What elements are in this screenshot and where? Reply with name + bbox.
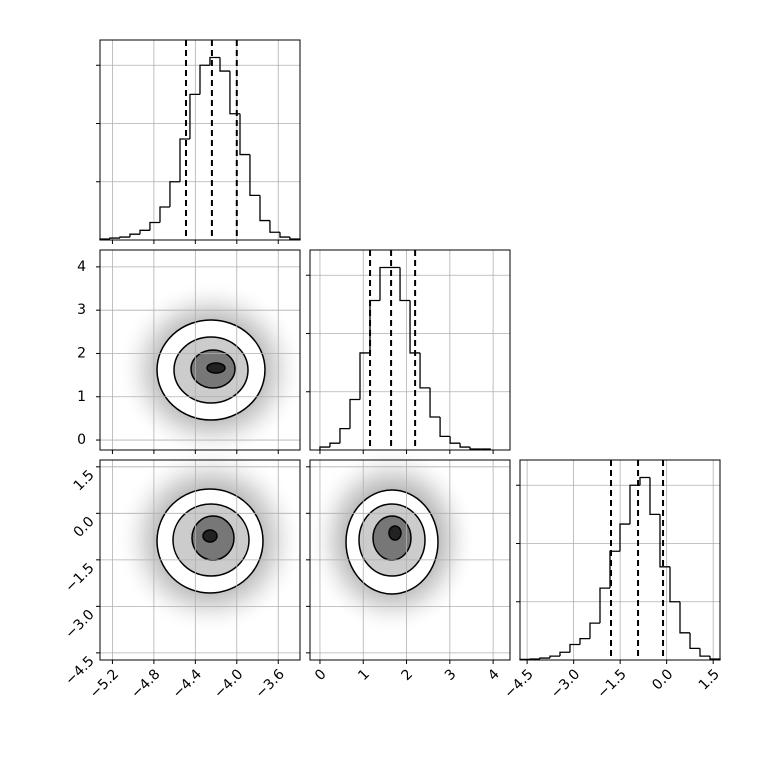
histogram-step [349,398,360,429]
histogram-step [449,436,461,444]
histogram-step [199,64,210,95]
histogram-step [219,57,230,72]
histogram-step [209,56,220,66]
histogram-step [469,447,481,450]
histogram-step [429,387,441,418]
y-tick-label: 0 [77,432,86,448]
panel-frame [99,39,301,241]
histogram-step [159,206,170,223]
histogram-step [329,442,340,448]
x-tick-label: 0.0 [649,666,676,693]
y-tick-label: 1 [77,389,86,405]
histogram-step [149,221,160,231]
histogram-step [249,154,260,196]
histogram-step [569,643,580,653]
histogram-step [679,601,691,634]
panel-frame [309,459,511,661]
histogram-step [699,648,711,657]
y-tick-label: −4.5 [62,653,97,688]
histogram-step [319,446,330,450]
histogram-step [379,266,390,301]
x-tick-label: 1.5 [696,666,723,693]
histogram-step [549,655,560,659]
contour [388,525,402,541]
histogram-step [609,550,620,589]
histogram-step [179,138,190,182]
panel-frame [309,249,511,451]
histogram-step [339,427,350,444]
histogram-step [639,476,650,486]
histogram-step [269,220,280,233]
histogram-step [109,237,120,240]
x-tick-label: −3.6 [253,666,288,701]
x-tick-label: −4.4 [170,666,205,701]
histogram-step [659,514,671,568]
histogram-step [129,233,140,238]
x-tick-label: −4.0 [211,666,246,701]
histogram-step [139,229,150,235]
x-tick-label: −4.5 [501,666,536,701]
y-tick-label: −3.0 [62,607,97,642]
histogram-step [189,93,200,140]
histogram-step [709,656,721,660]
histogram-step [669,566,680,603]
histogram-step [409,300,421,354]
x-tick-label: −3.0 [548,666,583,701]
y-tick-label: 0.0 [71,514,98,541]
histogram-step [599,587,610,624]
x-tick-label: 3 [442,666,460,684]
x-tick-label: 2 [399,666,417,684]
histogram-step [619,523,630,552]
contour [206,362,226,374]
histogram-step [399,267,411,302]
histogram-step [279,232,290,238]
histogram-step [119,236,130,239]
histogram-step [419,352,431,389]
y-tick-label: 1.5 [71,467,98,494]
histogram-step [589,622,600,639]
panel-frame [99,459,301,661]
histogram-step [559,651,570,657]
histogram-step [459,443,471,448]
histogram-step [369,299,380,353]
y-tick-label: 3 [77,302,86,318]
x-tick-label: 4 [485,666,503,684]
x-tick-label: −5.2 [87,666,122,701]
x-tick-label: −1.5 [594,666,629,701]
histogram-step [259,195,270,222]
x-tick-label: 1 [355,666,373,684]
histogram-step [629,484,640,525]
y-tick-label: 2 [77,345,86,361]
panel-frame [519,459,721,661]
histogram-step [539,657,550,660]
histogram-step [649,477,660,516]
histogram-step [169,181,180,207]
histogram-step [359,352,370,400]
histogram-step [689,632,700,649]
histogram-step [229,71,240,115]
histogram-step [579,637,590,645]
y-tick-label: 4 [77,259,86,275]
x-tick-label: −4.8 [128,666,163,701]
contour [202,529,218,543]
y-tick-label: −1.5 [62,560,97,595]
x-tick-label: 0 [312,666,330,684]
panel-frame [99,249,301,451]
histogram-step [439,416,451,438]
histogram-step [239,113,250,156]
